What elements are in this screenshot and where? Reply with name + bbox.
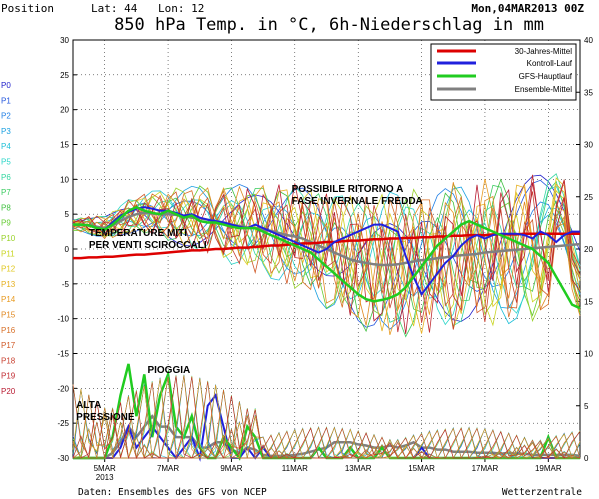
annotation-text: TEMPERATURE MITI [89, 228, 187, 239]
member-label-p10: P10 [1, 234, 16, 243]
member-temp-line [72, 190, 581, 318]
x-tick-year: 2013 [96, 473, 114, 482]
member-temp-line [72, 180, 581, 338]
left-tick-label: 15 [60, 141, 69, 150]
left-tick-label: 20 [60, 106, 69, 115]
annotation-text: FASE INVERNALE FREDDA [292, 196, 423, 207]
member-label-p15: P15 [1, 311, 16, 320]
left-tick-label: -5 [62, 280, 70, 289]
member-label-p19: P19 [1, 372, 16, 381]
right-tick-label: 5 [584, 402, 589, 411]
member-label-p1: P1 [1, 96, 11, 105]
x-tick-label: 7MAR [157, 464, 179, 473]
right-tick-label: 35 [584, 88, 593, 97]
member-temp-line [72, 182, 581, 335]
x-tick-label: 11MAR [282, 464, 308, 473]
legend-label-clim: 30-Jahres-Mittel [515, 47, 573, 56]
left-tick-label: 25 [60, 71, 69, 80]
left-tick-label: -15 [57, 350, 69, 359]
legend-label-gfs: GFS-Hauptlauf [519, 72, 573, 81]
member-label-p11: P11 [1, 249, 15, 258]
annotation-text: ALTA [76, 400, 101, 411]
x-tick-label: 17MAR [472, 464, 499, 473]
member-precip-line [73, 376, 581, 459]
member-label-p7: P7 [1, 188, 11, 197]
member-label-p8: P8 [1, 203, 11, 212]
legend-box [430, 43, 577, 101]
left-tick-label: -20 [57, 384, 69, 393]
left-tick-label: 30 [60, 36, 69, 45]
chart-title: 850 hPa Temp. in °C, 6h-Niederschlag in … [114, 15, 544, 35]
brand-label: Wetterzentrale [502, 487, 582, 498]
legend-label-ensemble: Ensemble-Mittel [515, 85, 573, 94]
left-axis-temperature: -30 -25 -20 -15 -10 -5 0 5 10 15 20 25 30 [57, 36, 77, 463]
left-tick-label: -30 [57, 454, 69, 463]
x-tick-label: 19MAR [535, 464, 562, 473]
member-label-p5: P5 [1, 158, 11, 167]
temp-control-line [73, 206, 580, 297]
annotation-text: PRESSIONE [76, 412, 135, 423]
member-label-p6: P6 [1, 173, 11, 182]
grid [73, 40, 580, 458]
member-label-p0: P0 [1, 81, 11, 90]
member-label-list: P0 P1 P2 P3 P4 P5 P6 P7 P8 P9 P10 P11 P12 P13 P14 P15 P1… [1, 81, 16, 396]
left-tick-label: -25 [57, 419, 69, 428]
member-label-p16: P16 [1, 326, 16, 335]
right-tick-label: 10 [584, 350, 593, 359]
member-label-p20: P20 [1, 387, 16, 396]
member-precip-line [72, 376, 581, 459]
left-tick-label: -10 [57, 315, 69, 324]
run-date: Mon,04MAR2013 00Z [471, 2, 584, 15]
x-tick-label: 13MAR [345, 464, 372, 473]
data-source: Daten: Ensembles des GFS von NCEP [78, 487, 267, 498]
member-label-p4: P4 [1, 142, 11, 151]
member-label-p2: P2 [1, 112, 11, 121]
x-tick-label: 9MAR [220, 464, 242, 473]
plot-area: -30 -25 -20 -15 -10 -5 0 5 10 15 20 25 30 0 5 10 15 20 25… [57, 36, 593, 482]
right-tick-label: 15 [584, 297, 593, 306]
right-tick-label: 25 [584, 193, 593, 202]
latitude-label: Lat: 44 [91, 2, 138, 15]
precip-ensemble-line [73, 414, 581, 460]
left-tick-label: 10 [60, 175, 69, 184]
member-label-p14: P14 [1, 295, 16, 304]
left-tick-label: 0 [65, 245, 70, 254]
right-tick-label: 40 [584, 36, 593, 45]
member-label-p17: P17 [1, 341, 16, 350]
right-axis-precipitation: 0 5 10 15 20 25 30 35 40 [576, 36, 593, 463]
longitude-label: Lon: 12 [158, 2, 204, 15]
x-tick-label: 5MAR [94, 464, 116, 473]
annotation-text: PIOGGIA [147, 365, 190, 376]
temp-gfs-line [73, 205, 581, 310]
right-tick-label: 0 [584, 454, 589, 463]
member-temp-line [72, 189, 581, 327]
member-label-p13: P13 [1, 280, 16, 289]
annotation-text: PER VENTI SCIROCCALI [89, 240, 207, 251]
member-label-p3: P3 [1, 127, 11, 136]
x-tick-label: 15MAR [408, 464, 435, 473]
member-temp-line [72, 174, 581, 333]
temperature-main-lines [73, 205, 581, 310]
right-tick-label: 20 [584, 245, 593, 254]
member-label-p12: P12 [1, 265, 16, 274]
right-tick-label: 30 [584, 141, 593, 150]
position-label: Position [1, 2, 54, 15]
legend-label-control: Kontroll-Lauf [527, 59, 573, 68]
annotation-text: POSSIBILE RITORNO A [292, 184, 404, 195]
legend: 30-Jahres-Mittel Kontroll-Lauf GFS-Haupt… [430, 43, 577, 101]
member-temp-line [72, 187, 581, 323]
member-temp-line [72, 173, 581, 327]
member-label-p9: P9 [1, 219, 11, 228]
member-label-p18: P18 [1, 356, 16, 365]
left-tick-label: 5 [65, 210, 70, 219]
